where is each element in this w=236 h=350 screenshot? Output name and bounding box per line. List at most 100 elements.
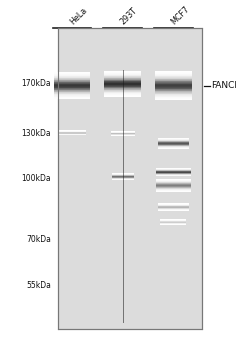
Bar [104, 82, 141, 83]
Bar [54, 96, 90, 97]
Bar [104, 74, 141, 75]
Bar [156, 168, 191, 169]
Bar [156, 189, 191, 190]
Bar [112, 178, 134, 179]
Bar [160, 223, 186, 224]
Bar [158, 203, 189, 204]
Bar [54, 75, 90, 76]
Bar [158, 147, 190, 148]
Bar [160, 220, 186, 221]
Bar [158, 148, 190, 149]
Bar [158, 138, 190, 139]
Text: FANCI: FANCI [211, 81, 236, 90]
Bar [158, 207, 189, 208]
Bar [112, 176, 134, 177]
Bar [155, 73, 192, 74]
Text: 70kDa: 70kDa [26, 235, 51, 244]
Bar [158, 206, 189, 207]
Bar [158, 145, 190, 146]
Bar [54, 85, 90, 86]
Bar [155, 83, 192, 84]
Bar [54, 95, 90, 96]
Bar [156, 186, 191, 187]
Bar [156, 190, 191, 191]
Bar [54, 86, 90, 87]
Bar [104, 71, 141, 72]
Bar [112, 174, 134, 175]
Bar [155, 88, 192, 89]
Bar [54, 91, 90, 92]
Bar [104, 94, 141, 95]
Bar [155, 75, 192, 76]
Bar [112, 173, 134, 174]
Bar [54, 89, 90, 90]
Bar [54, 74, 90, 75]
Bar [156, 187, 191, 188]
Bar [58, 28, 202, 329]
Bar [155, 78, 192, 79]
Bar [104, 80, 141, 82]
Bar [112, 176, 134, 177]
Bar [156, 174, 191, 175]
Bar [156, 169, 191, 170]
Bar [158, 147, 190, 148]
Bar [155, 87, 192, 88]
Bar [160, 224, 186, 225]
Bar [158, 140, 190, 141]
Bar [104, 94, 141, 95]
Bar [104, 92, 141, 93]
Bar [156, 175, 191, 176]
Bar [158, 142, 190, 143]
Text: HeLa: HeLa [68, 6, 89, 26]
Bar [58, 133, 86, 134]
Bar [156, 186, 191, 187]
Bar [58, 131, 86, 132]
Bar [54, 82, 90, 83]
Bar [160, 224, 186, 225]
Bar [158, 208, 189, 209]
Bar [155, 76, 192, 77]
Bar [104, 78, 141, 79]
Bar [54, 75, 90, 76]
Bar [54, 79, 90, 80]
Bar [160, 221, 186, 222]
Bar [111, 132, 135, 133]
Bar [155, 80, 192, 82]
Bar [158, 142, 190, 143]
Bar [155, 74, 192, 75]
Bar [155, 89, 192, 90]
Bar [155, 90, 192, 91]
Bar [156, 173, 191, 174]
Bar [158, 209, 189, 210]
Bar [158, 203, 189, 204]
Bar [54, 76, 90, 77]
Bar [158, 138, 190, 139]
Bar [111, 135, 135, 136]
Bar [58, 131, 86, 132]
Bar [158, 208, 189, 209]
Bar [156, 184, 191, 185]
Bar [155, 85, 192, 86]
Bar [160, 223, 186, 224]
Bar [156, 181, 191, 182]
Bar [111, 131, 135, 132]
Bar [54, 93, 90, 94]
Bar [111, 134, 135, 135]
Bar [158, 144, 190, 145]
Bar [158, 148, 190, 149]
Bar [54, 91, 90, 92]
Bar [155, 77, 192, 78]
Bar [58, 131, 86, 132]
Bar [156, 188, 191, 189]
Bar [158, 139, 190, 140]
Bar [111, 134, 135, 135]
Bar [58, 134, 86, 135]
Bar [158, 206, 189, 207]
Bar [158, 147, 190, 148]
Bar [104, 89, 141, 90]
Bar [155, 84, 192, 85]
Bar [112, 174, 134, 175]
Bar [112, 177, 134, 178]
Bar [158, 140, 190, 141]
Bar [158, 141, 190, 142]
